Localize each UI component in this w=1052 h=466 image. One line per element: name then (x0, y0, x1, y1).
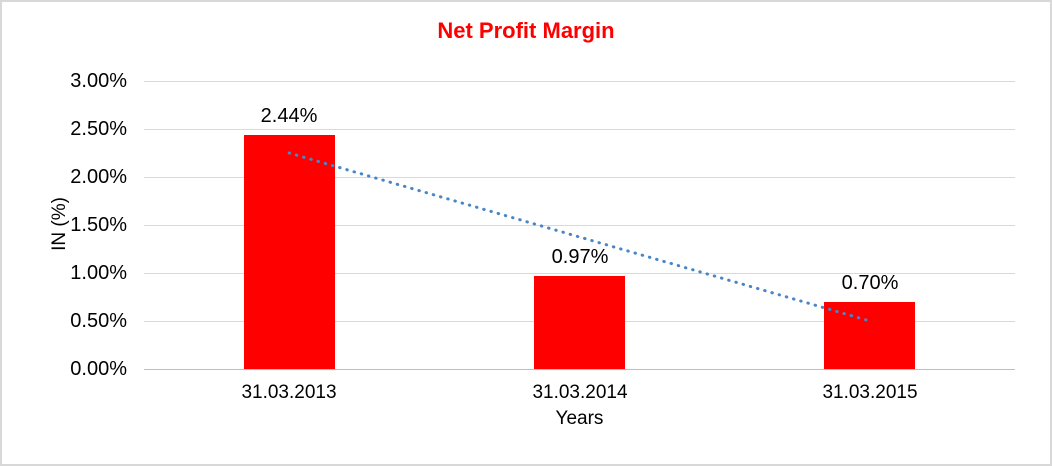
bar-31.03.2013 (244, 135, 335, 369)
y-tick-label: 1.00% (70, 262, 127, 284)
y-tick-label: 0.00% (70, 358, 127, 380)
bar-value-label: 2.44% (260, 105, 318, 127)
y-gridline (144, 129, 1015, 130)
bar-31.03.2015 (824, 302, 915, 369)
y-tick-label: 3.00% (70, 70, 127, 92)
y-tick-label: 2.00% (70, 166, 127, 188)
y-tick-label: 1.50% (70, 214, 127, 236)
x-tick-label: 31.03.2014 (532, 382, 628, 403)
y-tick-label: 2.50% (70, 118, 127, 140)
bar-value-label: 0.97% (551, 246, 609, 268)
x-tick-label: 31.03.2013 (241, 382, 337, 403)
y-gridline (144, 81, 1015, 82)
bar-value-label: 0.70% (841, 272, 899, 294)
x-axis-title: Years (555, 408, 604, 429)
bar-31.03.2014 (534, 276, 625, 369)
chart-title: Net Profit Margin (437, 18, 615, 43)
x-axis-line (144, 369, 1015, 370)
x-tick-label: 31.03.2015 (822, 382, 918, 403)
y-tick-label: 0.50% (70, 310, 127, 332)
